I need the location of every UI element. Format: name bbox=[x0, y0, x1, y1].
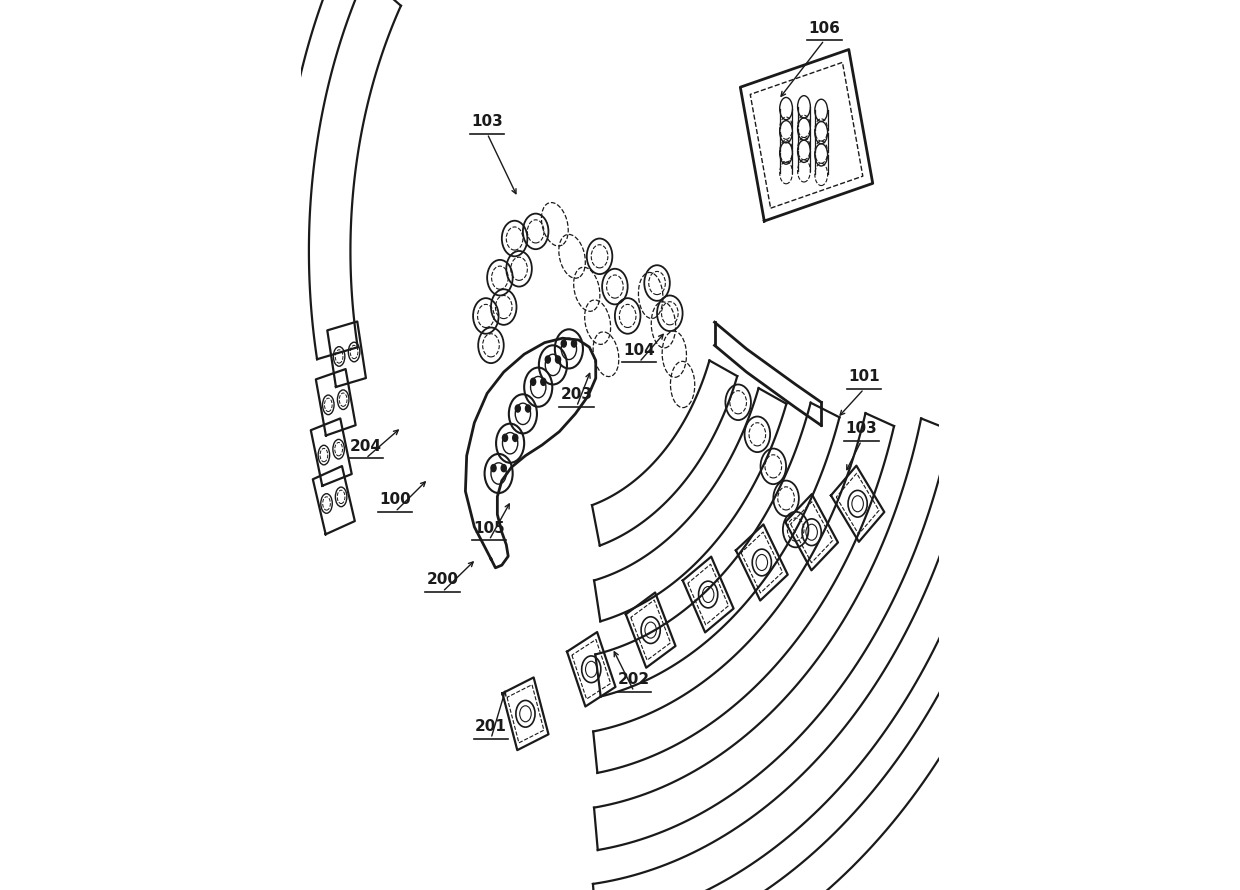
Circle shape bbox=[546, 356, 551, 363]
Circle shape bbox=[516, 405, 521, 412]
Circle shape bbox=[501, 465, 506, 472]
Text: 101: 101 bbox=[848, 369, 880, 384]
Text: 203: 203 bbox=[560, 387, 593, 402]
Text: 105: 105 bbox=[474, 521, 505, 536]
Text: 202: 202 bbox=[618, 672, 650, 687]
Circle shape bbox=[556, 356, 560, 363]
Text: 204: 204 bbox=[350, 439, 382, 454]
Circle shape bbox=[541, 378, 546, 385]
Text: 201: 201 bbox=[475, 719, 507, 734]
Text: 100: 100 bbox=[379, 492, 410, 507]
Text: 200: 200 bbox=[427, 572, 459, 587]
Circle shape bbox=[562, 340, 567, 347]
Text: 104: 104 bbox=[624, 343, 655, 358]
Circle shape bbox=[491, 465, 496, 472]
Circle shape bbox=[531, 378, 536, 385]
Text: 103: 103 bbox=[846, 421, 878, 436]
Circle shape bbox=[502, 434, 507, 441]
Circle shape bbox=[512, 434, 518, 441]
Text: 106: 106 bbox=[808, 20, 841, 36]
Text: 103: 103 bbox=[471, 114, 503, 129]
Circle shape bbox=[526, 405, 531, 412]
Circle shape bbox=[572, 340, 577, 347]
